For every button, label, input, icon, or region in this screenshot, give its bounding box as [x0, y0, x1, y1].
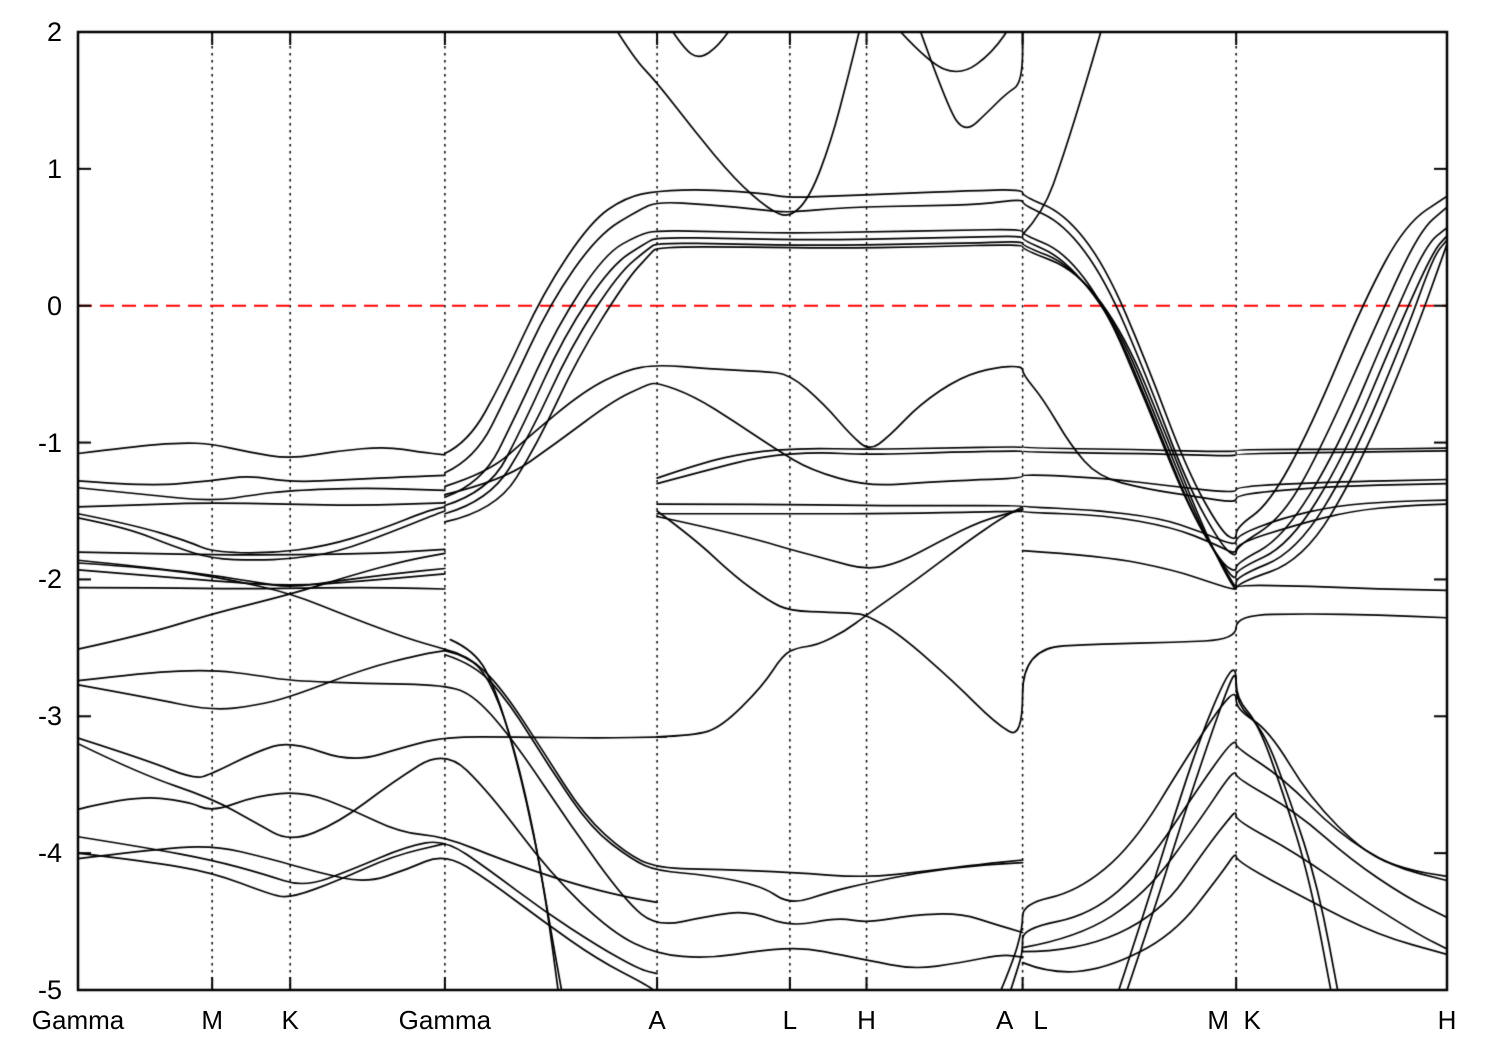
x-axis-tick-label: H [1437, 1005, 1457, 1035]
x-axis-tick-label: A [995, 1005, 1014, 1035]
x-axis-tick-label: K [281, 1005, 299, 1035]
y-axis-tick-label: -5 [37, 975, 62, 1005]
y-axis-tick-label: -3 [37, 701, 62, 732]
x-axis-tick-label: M [1207, 1005, 1229, 1035]
x-axis-tick-label: M [201, 1005, 223, 1035]
x-axis-tick-label: Gamma [31, 1005, 125, 1035]
x-axis-tick-label: L [1033, 1005, 1048, 1035]
x-axis-tick-label: A [648, 1005, 666, 1035]
y-axis-tick-label: -2 [37, 564, 62, 595]
x-axis-tick-label: L [782, 1005, 798, 1035]
y-axis-tick-label: 2 [46, 17, 62, 47]
x-axis-tick-label: K [1243, 1005, 1261, 1035]
y-axis-tick-label: -1 [37, 427, 62, 458]
y-axis-tick-label: -4 [37, 838, 62, 869]
y-axis-tick-label: 1 [46, 153, 62, 184]
x-axis-tick-label: H [857, 1005, 876, 1035]
y-axis-tick-label: 0 [46, 290, 62, 321]
x-axis-tick-label: Gamma [398, 1005, 492, 1035]
